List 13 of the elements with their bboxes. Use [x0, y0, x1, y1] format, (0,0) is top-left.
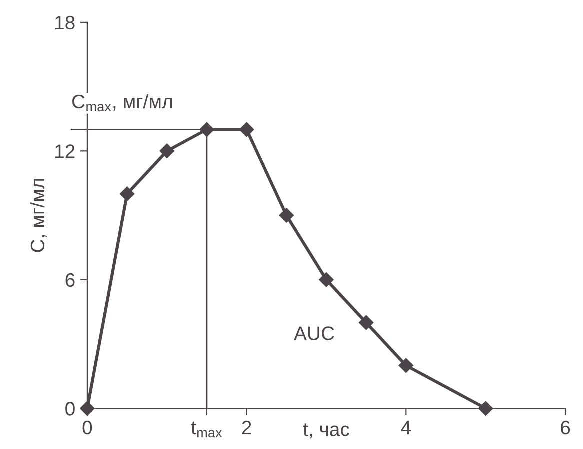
y-axis-title: C, мг/мл: [30, 179, 47, 252]
y-tick-label: 0: [66, 402, 75, 416]
y-tick-label: 18: [56, 16, 75, 30]
x-tick-label: 4: [401, 421, 411, 434]
ref-line-label: C$_{max}$, мг/мл: [72, 94, 172, 112]
y-tick-label: 6: [66, 273, 75, 288]
x-axis-title: t, час: [303, 424, 350, 439]
x-tick-label: 6: [561, 420, 570, 435]
y-tick-label: 12: [56, 144, 75, 158]
annotation: AUC: [294, 326, 334, 340]
x-tick-label: t$_{max}$: [191, 422, 222, 438]
x-tick-label: 0: [82, 420, 92, 435]
x-tick-label: 2: [242, 420, 252, 434]
